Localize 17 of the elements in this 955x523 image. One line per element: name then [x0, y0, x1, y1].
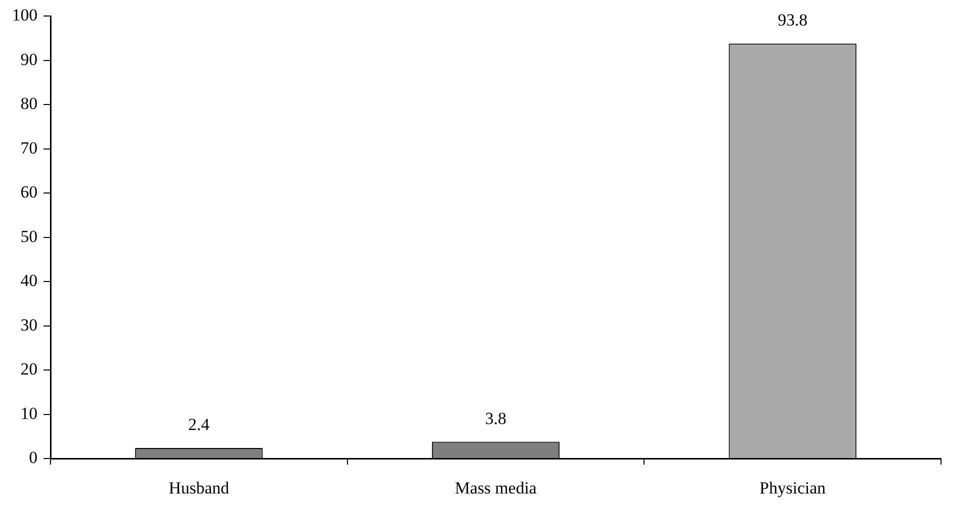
x-tick-label: Mass media	[454, 478, 538, 498]
y-tick-label: 60	[20, 182, 38, 202]
y-tick-label: 20	[20, 360, 38, 379]
y-tick-label: 80	[20, 94, 38, 114]
data-label: 3.8	[485, 408, 506, 428]
y-tick-label: 40	[20, 271, 38, 290]
y-tick-label: 10	[20, 404, 38, 423]
data-label: 93.8	[778, 10, 808, 30]
y-tick-label: 50	[20, 226, 38, 246]
x-tick-label: Physician	[760, 478, 826, 498]
y-tick-label: 30	[20, 315, 38, 334]
y-tick-label: 90	[20, 50, 38, 69]
x-tick-label: Husband	[168, 478, 230, 498]
y-tick-label: 100	[12, 6, 38, 25]
data-label: 2.4	[188, 414, 210, 434]
y-tick-label: 0	[29, 448, 38, 468]
y-tick-label: 70	[20, 138, 38, 158]
